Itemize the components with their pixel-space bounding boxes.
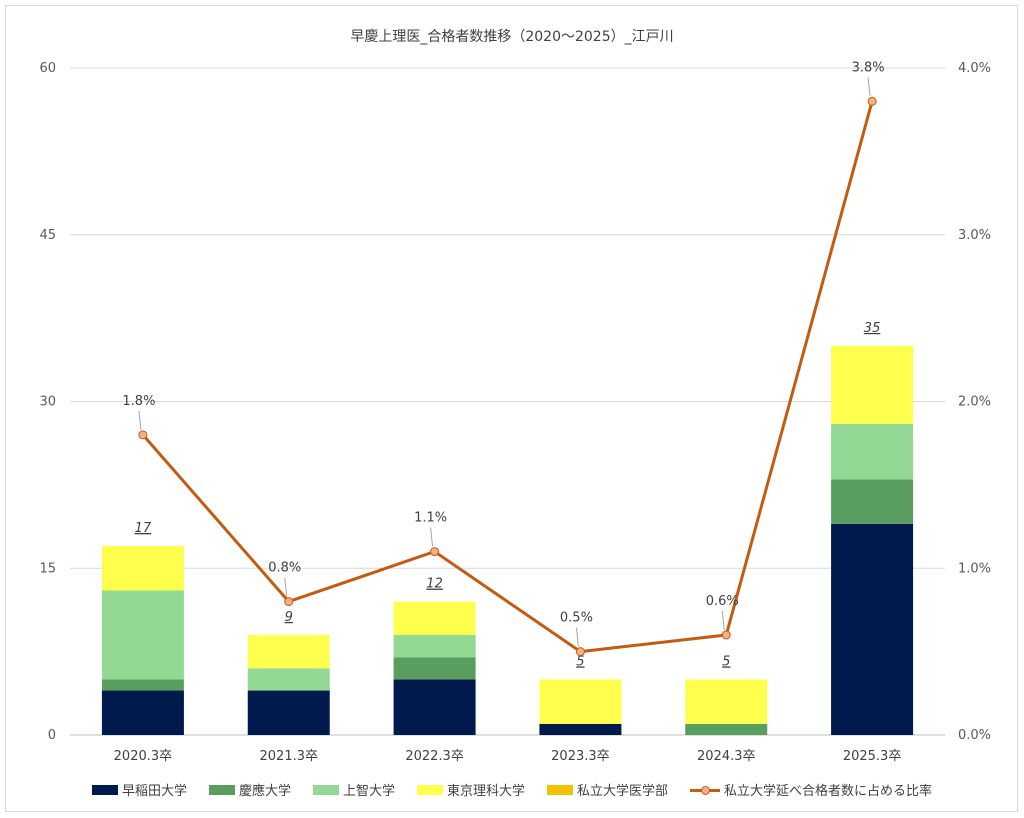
bar-total-label: 5 [576,654,584,669]
x-tick-label: 2025.3卒 [843,749,902,764]
y-right-tick-label: 3.0% [958,228,991,243]
legend-label: 慶應大学 [238,784,291,799]
y-left-tick-label: 0 [48,728,56,743]
legend-swatch [312,784,339,795]
bar-total-label: 35 [864,321,881,336]
ratio-leader-line [575,627,579,647]
chart-title: 早慶上理医_合格者数推移（2020～2025）_江戸川 [350,29,674,45]
bar-segment-3 [393,634,476,658]
ratio-leader-line [867,77,871,97]
legend-line-swatch [690,785,721,795]
bar-segment-1 [101,690,184,735]
bar-segment-2 [831,479,914,524]
legend-item: 早稲田大学 [91,780,187,799]
bar-total-label: 5 [722,654,730,669]
x-tick-label: 2020.3卒 [114,749,173,764]
y-right-tick-label: 2.0% [958,395,991,410]
ratio-data-label: 3.8% [852,60,885,75]
bar-segment-3 [831,423,914,480]
ratio-line [141,100,874,654]
legend-item: 慶應大学 [208,780,291,799]
legend-item: 私立大学医学部 [547,780,668,799]
legend-item: 上智大学 [312,780,395,799]
legend-label: 東京理科大学 [447,784,526,799]
legend-label: 上智大学 [342,784,395,799]
ratio-leader-line [284,577,288,597]
ratio-point [430,547,440,557]
y-left-tick-label: 15 [39,561,56,576]
bar-segment-4 [393,601,476,635]
legend-label: 私立大学延べ合格者数に占める比率 [724,784,933,799]
ratio-point [721,630,731,640]
bar-segment-1 [539,723,622,735]
ratio-data-label: 0.5% [560,611,593,626]
bar-segment-4 [831,345,914,424]
bar-segment-1 [393,679,476,735]
bar-total-label: 12 [426,577,443,592]
chart-legend: 早稲田大学 慶應大学 上智大学 東京理科大学 私立大学医学部 私立大学延べ合格者数に占める… [0,780,1024,799]
ratio-data-label: 0.6% [706,594,739,609]
legend-swatch [547,784,574,795]
bar-segment-1 [831,523,914,735]
ratio-leader-line [430,527,434,547]
ratio-data-label: 1.8% [122,394,155,409]
ratio-data-label: 1.1% [414,511,447,526]
legend-item: 私立大学延べ合格者数に占める比率 [690,780,932,799]
x-tick-label: 2024.3卒 [697,749,756,764]
bar-segment-2 [101,679,184,691]
bar-total-label: 9 [285,610,293,625]
bar-segment-4 [685,679,768,724]
bar-segment-4 [101,546,184,591]
ratio-leader-line [721,610,725,631]
ratio-point [284,597,294,607]
ratio-leader-line [138,410,142,430]
x-tick-label: 2021.3卒 [260,749,319,764]
legend-label: 私立大学医学部 [577,784,669,799]
legend-label: 早稲田大学 [121,784,187,799]
y-right-tick-label: 0.0% [958,728,991,743]
ratio-point [138,430,148,440]
bar-segment-2 [685,723,768,735]
bar-segment-3 [247,668,330,691]
bar-segment-4 [539,679,622,724]
y-left-tick-label: 45 [39,228,56,243]
legend-swatch [417,784,443,795]
ratio-data-label: 0.8% [268,561,301,576]
bar-total-label: 17 [135,521,152,536]
legend-swatch [91,784,118,795]
y-right-tick-label: 4.0% [958,61,991,76]
bar-segment-2 [393,657,476,680]
legend-item: 東京理科大学 [417,780,525,799]
bar-segment-4 [247,634,330,669]
bar-segment-1 [247,690,330,735]
x-tick-label: 2022.3卒 [405,749,464,764]
ratio-point [575,647,585,657]
y-left-tick-label: 60 [39,61,56,76]
y-left-tick-label: 30 [39,395,56,410]
bar-segment-3 [101,590,184,680]
x-tick-label: 2023.3卒 [551,749,610,764]
ratio-point [867,96,877,106]
legend-swatch [208,784,235,795]
y-right-tick-label: 1.0% [958,561,991,576]
